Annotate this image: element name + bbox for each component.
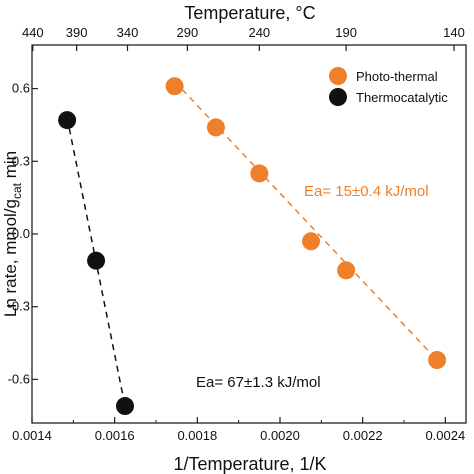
point-photo-thermal bbox=[337, 261, 356, 280]
x-axis-title: 1/Temperature, 1/K bbox=[173, 454, 326, 474]
y-tick-label: 0.6 bbox=[12, 81, 30, 96]
top-tick-label: 290 bbox=[177, 25, 199, 40]
y-tick-label: -0.6 bbox=[8, 371, 30, 386]
x-tick-label: 0.0024 bbox=[425, 428, 465, 443]
point-photo-thermal bbox=[250, 164, 269, 183]
top-tick-label: 340 bbox=[117, 25, 139, 40]
top-tick-label: 190 bbox=[335, 25, 357, 40]
legend-label-thermocatalytic: Thermocatalytic bbox=[356, 90, 448, 105]
x-tick-label: 0.0022 bbox=[343, 428, 383, 443]
point-photo-thermal bbox=[206, 118, 225, 137]
annotation-photo-thermal-ea: Ea= 15±0.4 kJ/mol bbox=[304, 183, 429, 200]
y-axis-title-main: Ln rate, mmol/g bbox=[1, 199, 20, 317]
legend-marker-thermocatalytic bbox=[329, 88, 347, 106]
top-tick-label: 390 bbox=[66, 25, 88, 40]
top-tick-label: 240 bbox=[248, 25, 270, 40]
top-axis-title: Temperature, °C bbox=[184, 3, 315, 23]
top-tick-label: 140 bbox=[443, 25, 465, 40]
legend-label-photo-thermal: Photo-thermal bbox=[356, 69, 438, 84]
y-axis-title-subscript: cat bbox=[10, 182, 24, 199]
axes-layer: 0.0014 0.0016 0.0018 0.0020 0.0022 0.0024 0.6 0… bbox=[8, 25, 466, 443]
fit-lines bbox=[66, 80, 438, 407]
y-tick-label: -0.3 bbox=[8, 299, 30, 314]
data-points bbox=[58, 77, 447, 416]
x-tick-label: 0.0020 bbox=[260, 428, 300, 443]
fit-line-photo-thermal bbox=[174, 80, 438, 361]
y-axis-title: Ln rate, mmol/gcat min bbox=[1, 151, 24, 317]
point-photo-thermal bbox=[428, 351, 447, 369]
annotation-thermocatalytic-ea: Ea= 67±1.3 kJ/mol bbox=[196, 374, 321, 391]
y-tick-label: 0.3 bbox=[12, 153, 30, 168]
point-thermocatalytic bbox=[116, 397, 134, 416]
point-thermocatalytic bbox=[58, 111, 77, 130]
x-tick-label: 0.0016 bbox=[95, 428, 135, 443]
legend-marker-photo-thermal bbox=[329, 67, 347, 85]
y-tick-label: 0.0 bbox=[12, 226, 30, 241]
point-photo-thermal bbox=[302, 232, 320, 251]
top-tick-label: 440 bbox=[22, 25, 44, 40]
x-tick-label: 0.0018 bbox=[177, 428, 217, 443]
point-thermocatalytic bbox=[87, 251, 106, 270]
x-tick-label: 0.0014 bbox=[12, 428, 52, 443]
point-photo-thermal bbox=[165, 77, 184, 96]
legend: Photo-thermal Thermocatalytic bbox=[329, 67, 448, 106]
y-axis-title-suffix: min bbox=[1, 151, 20, 183]
